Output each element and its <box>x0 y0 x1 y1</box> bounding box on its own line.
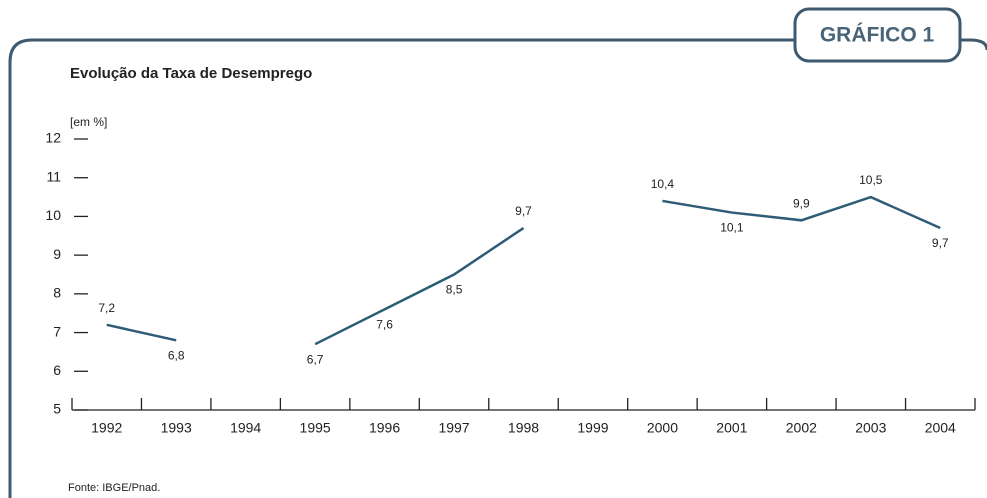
line-segment <box>662 195 941 230</box>
data-label: 7,2 <box>98 301 115 315</box>
y-tick-label: 8 <box>53 285 61 301</box>
x-tick-label: 1996 <box>369 420 400 436</box>
frame <box>8 38 987 498</box>
data-label: 9,9 <box>793 196 810 210</box>
x-tick-label: 1997 <box>438 420 469 436</box>
x-tick-label: 2004 <box>925 420 956 436</box>
y-tick-label: 5 <box>53 401 61 417</box>
y-tick-label: 6 <box>53 362 61 378</box>
x-tick-label: 2000 <box>647 420 678 436</box>
data-label: 10,1 <box>720 221 744 235</box>
data-label: 8,5 <box>446 283 463 297</box>
data-label: 6,8 <box>168 348 185 362</box>
y-axis-label: [em %] <box>70 115 107 129</box>
badge-box <box>793 7 962 63</box>
y-tick-label: 11 <box>46 168 61 184</box>
x-tick-label: 1999 <box>577 420 608 436</box>
x-tick-label: 1998 <box>508 420 539 436</box>
source: Fonte: IBGE/Pnad. <box>68 482 160 494</box>
badge: GRÁFICO 1 <box>820 24 935 47</box>
data-label: 9,7 <box>932 236 949 250</box>
data-label: 7,6 <box>376 318 393 332</box>
data-label: 10,5 <box>859 173 883 187</box>
data-label: 10,4 <box>651 177 675 191</box>
line-segment <box>106 323 177 342</box>
x-tick-label: 2002 <box>786 420 817 436</box>
data-label: 9,7 <box>515 204 532 218</box>
x-tick-label: 1993 <box>161 420 192 436</box>
y-tick-label: 7 <box>53 323 61 339</box>
x-tick-label: 2003 <box>855 420 886 436</box>
chart-title: Evolução da Taxa de Desemprego <box>70 65 312 82</box>
y-tick-label: 10 <box>45 207 61 223</box>
y-tick-label: 12 <box>45 130 61 146</box>
x-tick-label: 1992 <box>91 420 122 436</box>
data-label: 6,7 <box>307 352 324 366</box>
x-tick-label: 2001 <box>716 420 747 436</box>
line-segment <box>314 227 525 346</box>
y-tick-label: 9 <box>53 246 61 262</box>
x-tick-label: 1995 <box>300 420 331 436</box>
x-tick-label: 1994 <box>230 420 261 436</box>
